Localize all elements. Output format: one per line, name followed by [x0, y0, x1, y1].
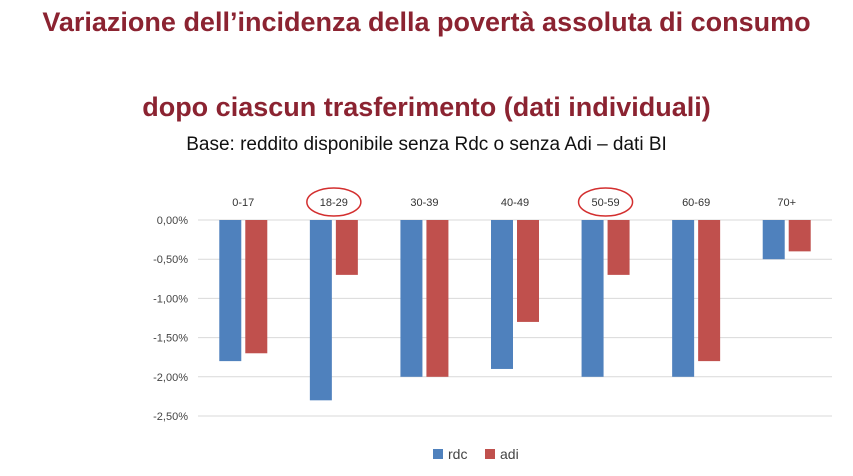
title-line-1: Variazione dell’incidenza della povertà … — [42, 7, 811, 37]
category-labels: 0-17 18-29 30-39 40-49 50-59 60-69 70+ — [232, 187, 796, 217]
y-tick-label: -2,00% — [153, 372, 188, 384]
y-tick-label: -2,50% — [153, 411, 188, 423]
bar-adi-0-17 — [245, 220, 268, 354]
bar-rdc-40-49 — [491, 220, 513, 369]
y-axis: 0,00% -0,50% -1,00% -1,50% -2,00% -2,50% — [153, 215, 188, 423]
bars — [219, 220, 811, 401]
highlight-circle — [577, 187, 634, 217]
gridlines — [198, 219, 832, 417]
category-label: 40-49 — [501, 197, 529, 209]
bar-rdc-18-29 — [309, 220, 332, 401]
category-label: 70+ — [777, 197, 796, 209]
y-tick-label: -1,00% — [153, 293, 188, 305]
category-label: 60-69 — [682, 197, 710, 209]
legend-label-adi: adi — [500, 446, 519, 462]
legend-swatch-rdc — [433, 449, 443, 459]
y-tick-label: -0,50% — [153, 254, 188, 266]
chart-subtitle: Base: reddito disponibile senza Rdc o se… — [186, 134, 667, 155]
legend-swatch-adi — [485, 449, 495, 459]
y-tick-label: -1,50% — [153, 333, 188, 345]
bar-adi-18-29 — [335, 220, 358, 275]
highlight-circle — [306, 187, 362, 217]
bar-rdc-50-59 — [581, 220, 604, 377]
legend-label-rdc: rdc — [448, 446, 467, 462]
bar-adi-40-49 — [517, 220, 539, 322]
title-line-2: dopo ciascun trasferimento (dati individ… — [142, 92, 711, 122]
bar-rdc-70+ — [762, 220, 785, 260]
category-label: 18-29 — [320, 197, 348, 209]
bar-adi-70+ — [788, 220, 811, 252]
bar-adi-50-59 — [607, 220, 630, 275]
category-label: 30-39 — [410, 197, 438, 209]
legend: rdc adi — [433, 446, 519, 462]
bar-adi-30-39 — [426, 220, 449, 377]
bar-adi-60-69 — [698, 220, 721, 362]
category-label: 50-59 — [592, 197, 620, 209]
y-tick-label: 0,00% — [157, 215, 188, 227]
category-label: 0-17 — [232, 197, 254, 209]
bar-rdc-0-17 — [219, 220, 242, 362]
bar-rdc-30-39 — [400, 220, 423, 377]
bar-rdc-60-69 — [672, 220, 695, 377]
